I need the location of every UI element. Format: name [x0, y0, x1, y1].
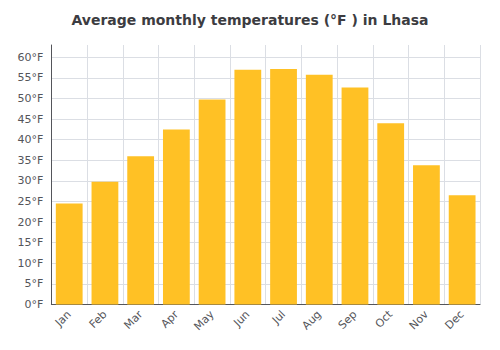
- svg-text:Jan: Jan: [52, 308, 74, 330]
- svg-text:20°F: 20°F: [18, 216, 44, 229]
- svg-text:Dec: Dec: [443, 308, 467, 332]
- svg-text:Jul: Jul: [269, 308, 288, 327]
- svg-text:55°F: 55°F: [18, 71, 44, 84]
- svg-text:5°F: 5°F: [25, 277, 44, 290]
- svg-text:0°F: 0°F: [25, 298, 44, 311]
- svg-text:Aug: Aug: [299, 308, 323, 332]
- svg-text:30°F: 30°F: [18, 174, 44, 187]
- svg-text:Apr: Apr: [158, 308, 181, 331]
- svg-text:Sep: Sep: [336, 308, 360, 332]
- svg-text:25°F: 25°F: [18, 195, 44, 208]
- svg-text:Nov: Nov: [407, 308, 432, 333]
- svg-text:45°F: 45°F: [18, 113, 44, 126]
- svg-text:10°F: 10°F: [18, 257, 44, 270]
- svg-text:40°F: 40°F: [18, 133, 44, 146]
- svg-text:50°F: 50°F: [18, 92, 44, 105]
- svg-text:Mar: Mar: [121, 308, 145, 332]
- svg-text:Average monthly temperatures (: Average monthly temperatures (°F ) in Lh…: [71, 12, 428, 28]
- svg-text:May: May: [191, 308, 217, 334]
- svg-text:15°F: 15°F: [18, 236, 44, 249]
- svg-text:35°F: 35°F: [18, 154, 44, 167]
- svg-text:60°F: 60°F: [18, 51, 44, 64]
- svg-text:Oct: Oct: [373, 307, 396, 330]
- svg-text:Feb: Feb: [87, 308, 110, 331]
- svg-text:Jun: Jun: [230, 308, 252, 330]
